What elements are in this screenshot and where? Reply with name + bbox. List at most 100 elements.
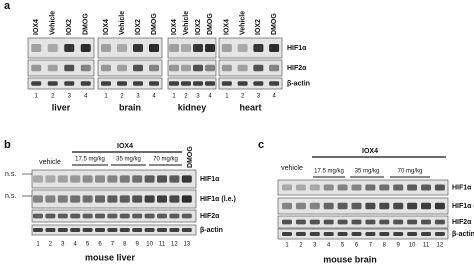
- lane-number: 11: [159, 242, 166, 248]
- dose-label: 17.5 mg/kg: [314, 169, 344, 175]
- dose-label: 35 mg/kg: [116, 157, 141, 163]
- band: [365, 232, 376, 236]
- band: [119, 228, 130, 232]
- band: [282, 202, 292, 210]
- lane-number: 7: [369, 243, 373, 249]
- band: [407, 219, 418, 225]
- band: [351, 184, 362, 191]
- tissue-label: heart: [239, 102, 261, 112]
- band: [237, 44, 248, 52]
- band: [169, 213, 180, 219]
- lane-number: 8: [123, 242, 127, 248]
- row-label: HIF1α: [452, 184, 472, 191]
- band: [282, 184, 292, 191]
- lane-number: 1: [104, 94, 108, 100]
- band: [82, 195, 93, 203]
- band: [101, 64, 111, 72]
- band: [47, 44, 58, 52]
- band: [295, 184, 306, 191]
- band: [95, 195, 105, 203]
- lane-number: 1: [225, 94, 229, 100]
- row-label: HIF2α: [200, 213, 220, 220]
- band: [57, 175, 68, 183]
- band: [309, 184, 320, 191]
- band: [181, 44, 191, 52]
- band: [144, 175, 155, 183]
- lane-number: 2: [241, 94, 245, 100]
- band: [337, 219, 348, 225]
- band: [80, 64, 91, 72]
- band: [295, 202, 306, 210]
- lane-number: 4: [84, 94, 88, 100]
- lane-header: DMOG: [83, 13, 90, 35]
- band: [181, 64, 191, 72]
- band: [45, 195, 56, 203]
- band: [33, 228, 43, 232]
- band: [407, 184, 418, 191]
- lane-header: Vehicle: [50, 11, 57, 35]
- ns-label: n.s.: [5, 171, 16, 178]
- lane-number: 3: [61, 242, 65, 248]
- blot: [218, 37, 283, 59]
- lane-number: 9: [136, 242, 140, 248]
- band: [269, 81, 280, 86]
- dose-label: 35 mg/kg: [355, 169, 380, 175]
- band: [132, 213, 143, 219]
- band: [149, 44, 159, 52]
- blot: [97, 77, 163, 90]
- band: [221, 64, 232, 72]
- blot: [167, 59, 217, 77]
- band: [379, 202, 390, 210]
- band: [393, 232, 404, 236]
- blot: [167, 37, 217, 59]
- band: [365, 202, 376, 210]
- band: [365, 184, 376, 191]
- band: [434, 202, 445, 210]
- band: [31, 44, 42, 52]
- band: [80, 44, 91, 52]
- row-label: HIF1α: [200, 176, 220, 183]
- band: [351, 232, 362, 236]
- band: [421, 184, 431, 191]
- lane-number: 7: [111, 242, 115, 248]
- band: [421, 202, 431, 210]
- band: [407, 202, 418, 210]
- lane-number: 4: [74, 242, 78, 248]
- lane-number: 10: [146, 242, 153, 248]
- lane-number: 2: [49, 242, 53, 248]
- band: [132, 175, 143, 183]
- band: [82, 228, 93, 232]
- lane-number: 4: [208, 94, 212, 100]
- lane-number: 1: [285, 243, 289, 249]
- band: [95, 228, 105, 232]
- band: [117, 81, 127, 86]
- band: [82, 175, 93, 183]
- lane-number: 6: [355, 243, 359, 249]
- band: [434, 232, 445, 236]
- band: [149, 64, 159, 72]
- band: [434, 184, 445, 191]
- blot: [27, 77, 95, 90]
- lane-header: DMOG: [271, 13, 278, 35]
- blot: [27, 59, 95, 77]
- band: [323, 202, 334, 210]
- band: [82, 213, 93, 219]
- band: [205, 44, 215, 52]
- lane-number: 8: [383, 243, 387, 249]
- band: [31, 64, 42, 72]
- lane-number: 6: [98, 242, 102, 248]
- band: [282, 219, 292, 225]
- band: [323, 232, 334, 236]
- lane-header: IOX4: [33, 19, 40, 35]
- band: [421, 219, 431, 225]
- band: [57, 213, 68, 219]
- row-label: HIF2α: [452, 219, 472, 226]
- lane-number: 3: [196, 94, 200, 100]
- blot: [218, 77, 283, 90]
- row-label: HIF1α: [287, 45, 307, 52]
- band: [144, 195, 155, 203]
- lane-header: IOX2: [195, 19, 202, 35]
- blot: [97, 59, 163, 77]
- band: [393, 184, 404, 191]
- band: [101, 44, 111, 52]
